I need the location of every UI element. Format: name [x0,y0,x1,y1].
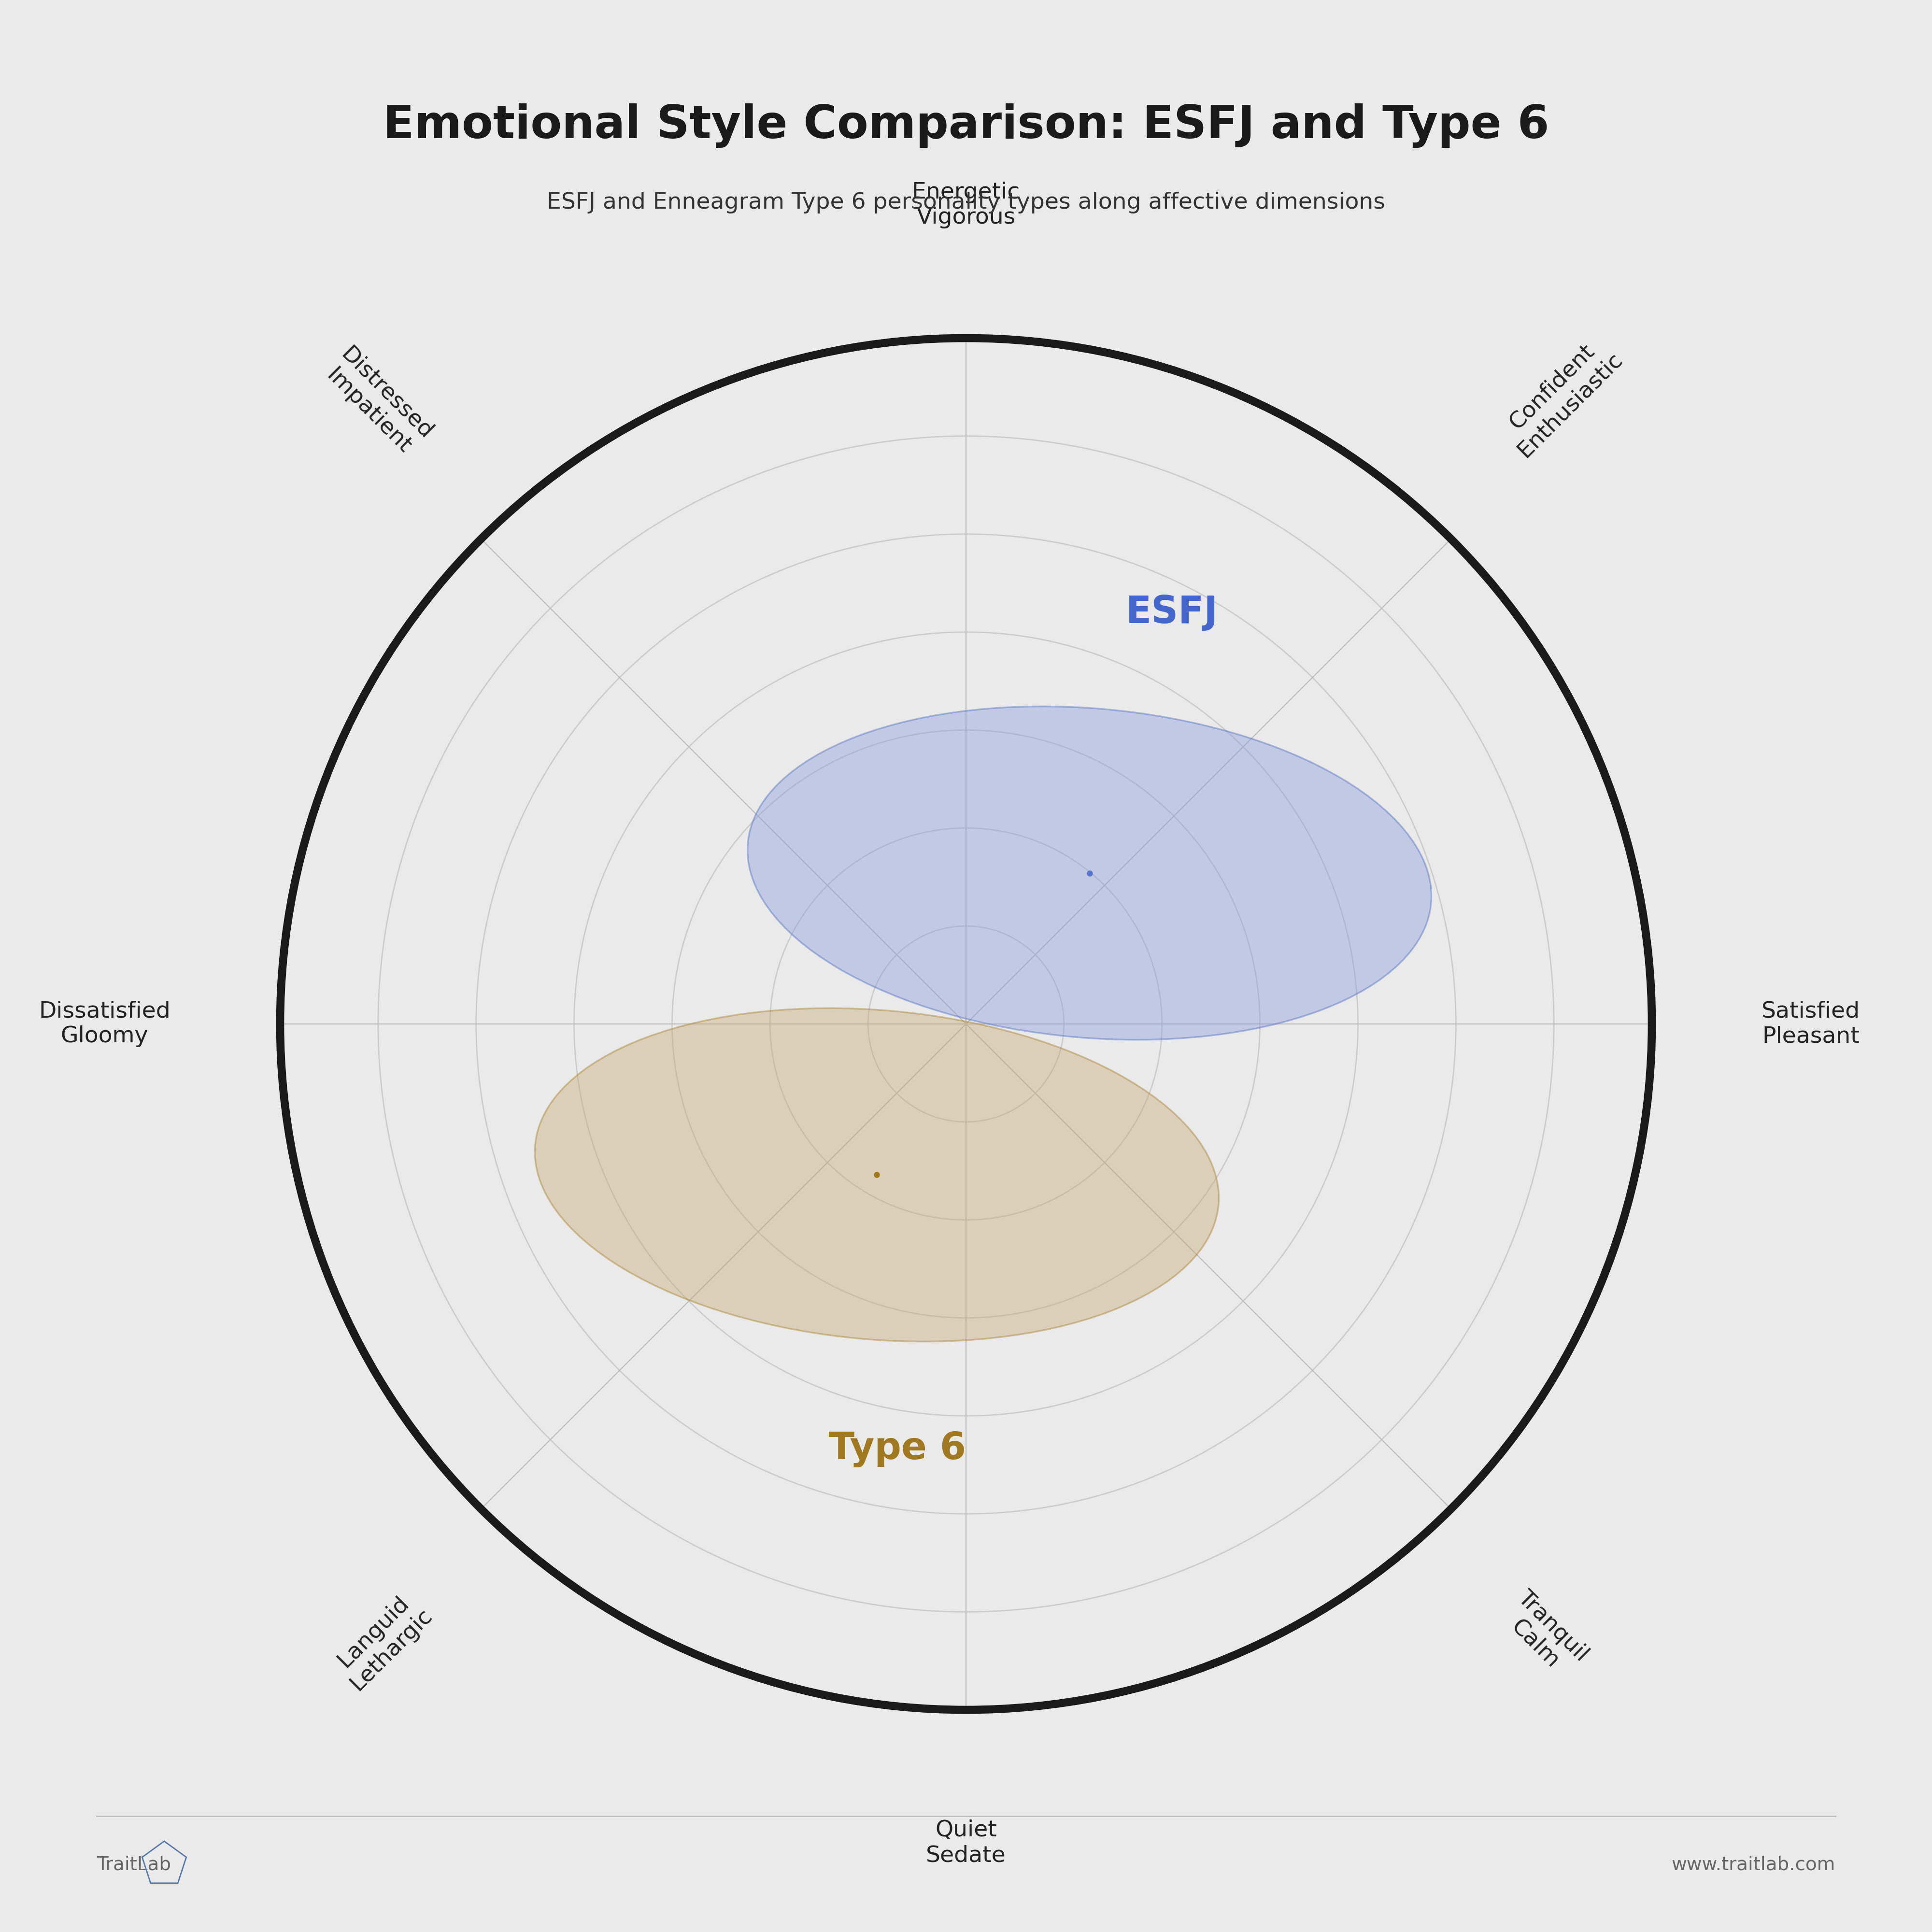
Text: Languid
Lethargic: Languid Lethargic [328,1586,437,1694]
Text: Energetic
Vigorous: Energetic Vigorous [912,182,1020,228]
Text: Quiet
Sedate: Quiet Sedate [925,1820,1007,1866]
Text: ESFJ and Enneagram Type 6 personality types along affective dimensions: ESFJ and Enneagram Type 6 personality ty… [547,191,1385,214]
Text: Dissatisfied
Gloomy: Dissatisfied Gloomy [39,1001,170,1047]
Ellipse shape [535,1009,1219,1341]
Text: Satisfied
Pleasant: Satisfied Pleasant [1762,1001,1861,1047]
Text: TraitLab: TraitLab [97,1855,170,1874]
Text: Type 6: Type 6 [829,1432,966,1468]
Text: Emotional Style Comparison: ESFJ and Type 6: Emotional Style Comparison: ESFJ and Typ… [383,102,1549,149]
Text: Confident
Enthusiastic: Confident Enthusiastic [1495,330,1627,462]
Text: Distressed
Impatient: Distressed Impatient [319,344,437,462]
Text: www.traitlab.com: www.traitlab.com [1671,1855,1835,1874]
Text: Tranquil
Calm: Tranquil Calm [1495,1586,1592,1683]
Ellipse shape [748,707,1432,1039]
Text: ESFJ: ESFJ [1126,595,1217,632]
